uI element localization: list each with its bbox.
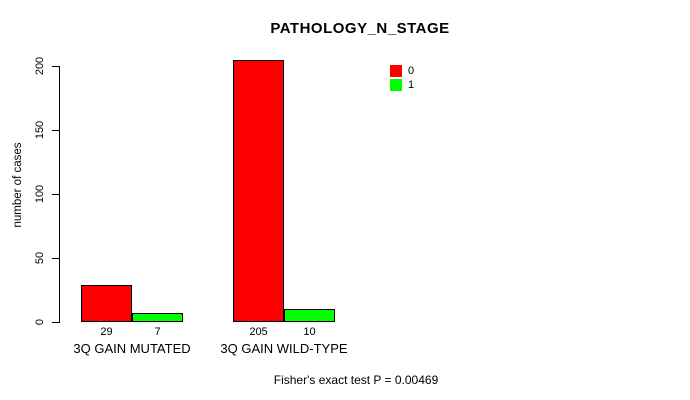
y-axis-label: number of cases	[12, 142, 24, 228]
y-tick-mark	[52, 129, 59, 131]
bar-value-label: 7	[154, 326, 161, 338]
x-category-label: 3Q GAIN MUTATED	[73, 341, 191, 356]
legend-entry: 1	[390, 78, 414, 91]
y-tick-mark	[52, 321, 59, 323]
legend-swatch-red	[390, 64, 402, 77]
y-axis-line	[59, 66, 60, 323]
legend-label: 0	[408, 64, 415, 77]
bar-3q-gain-mutated-0	[81, 284, 132, 322]
y-tick-mark	[52, 257, 59, 259]
y-tick-label: 50	[34, 251, 46, 265]
y-tick-label: 0	[34, 318, 46, 326]
bar-value-label: 10	[303, 326, 316, 338]
bar-3q-gain-wild-type-0	[233, 59, 284, 322]
legend-entry: 0	[390, 64, 414, 77]
bar-value-label: 29	[100, 326, 113, 338]
bar-3q-gain-mutated-1	[132, 313, 183, 322]
x-category-label: 3Q GAIN WILD-TYPE	[220, 341, 348, 356]
y-tick-mark	[52, 65, 59, 67]
stat-test-result: Fisher's exact test P = 0.00469	[273, 373, 439, 387]
legend-label: 1	[408, 78, 415, 91]
bar-value-label: 205	[249, 326, 268, 338]
chart-title: PATHOLOGY_N_STAGE	[270, 20, 450, 37]
y-tick-label: 150	[34, 120, 46, 140]
y-tick-label: 200	[34, 56, 46, 76]
bar-3q-gain-wild-type-1	[284, 309, 335, 322]
y-tick-mark	[52, 193, 59, 195]
legend: 0 1	[390, 64, 414, 92]
legend-swatch-green	[390, 78, 402, 91]
y-tick-label: 100	[34, 184, 46, 204]
